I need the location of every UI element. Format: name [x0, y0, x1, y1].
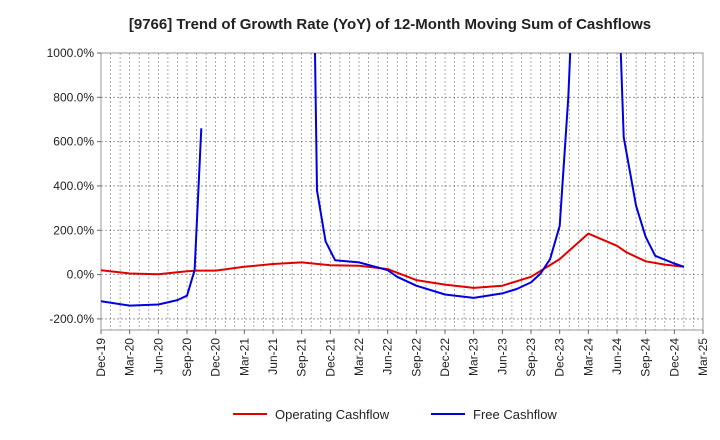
x-tick-label: Dec-23 — [553, 338, 567, 377]
x-tick-label: Mar-23 — [467, 338, 481, 376]
legend-label-operating-cashflow: Operating Cashflow — [275, 407, 390, 422]
x-tick-label: Sep-24 — [639, 338, 653, 377]
legend-label-free-cashflow: Free Cashflow — [473, 407, 557, 422]
x-tick-label: Jun-24 — [610, 338, 624, 375]
x-tick-label: Jun-20 — [151, 338, 165, 375]
x-tick-label: Sep-21 — [295, 338, 309, 377]
chart-title: [9766] Trend of Growth Rate (YoY) of 12-… — [129, 16, 651, 33]
y-axis-ticks: -200.0% 0.0% 200.0% 400.0% 600.0% 800.0% 1000.… — [47, 46, 101, 326]
x-tick-label: Dec-19 — [94, 338, 108, 377]
y-tick-label: 200.0% — [53, 223, 94, 237]
x-tick-label: Dec-24 — [667, 338, 681, 377]
y-tick-label: 600.0% — [53, 135, 94, 149]
x-tick-label: Mar-20 — [123, 338, 137, 376]
plot-area — [100, 52, 704, 331]
x-tick-label: Mar-21 — [237, 338, 251, 376]
y-tick-label: 400.0% — [53, 179, 94, 193]
x-axis-ticks: Dec-19 Mar-20 Jun-20 Sep-20 Dec-20 Mar-21 Jun-… — [94, 330, 710, 377]
x-tick-label: Jun-23 — [495, 338, 509, 375]
x-tick-label: Mar-25 — [696, 338, 710, 376]
x-tick-label: Dec-22 — [438, 338, 452, 377]
x-tick-label: Jun-21 — [266, 338, 280, 375]
x-tick-label: Sep-22 — [409, 338, 423, 377]
x-tick-label: Sep-23 — [524, 338, 538, 377]
y-tick-label: 0.0% — [67, 268, 95, 282]
legend: Operating Cashflow Free Cashflow — [233, 407, 557, 422]
series-lines — [101, 53, 685, 307]
y-tick-label: -200.0% — [49, 312, 94, 326]
series-line-free-cashflow — [101, 53, 685, 307]
y-tick-label: 1000.0% — [47, 46, 95, 60]
x-tick-label: Sep-20 — [180, 338, 194, 377]
x-tick-label: Jun-22 — [381, 338, 395, 375]
x-tick-label: Mar-24 — [581, 338, 595, 376]
x-tick-label: Dec-20 — [209, 338, 223, 377]
y-tick-label: 800.0% — [53, 90, 94, 104]
x-tick-label: Mar-22 — [352, 338, 366, 376]
x-tick-label: Dec-21 — [323, 338, 337, 377]
